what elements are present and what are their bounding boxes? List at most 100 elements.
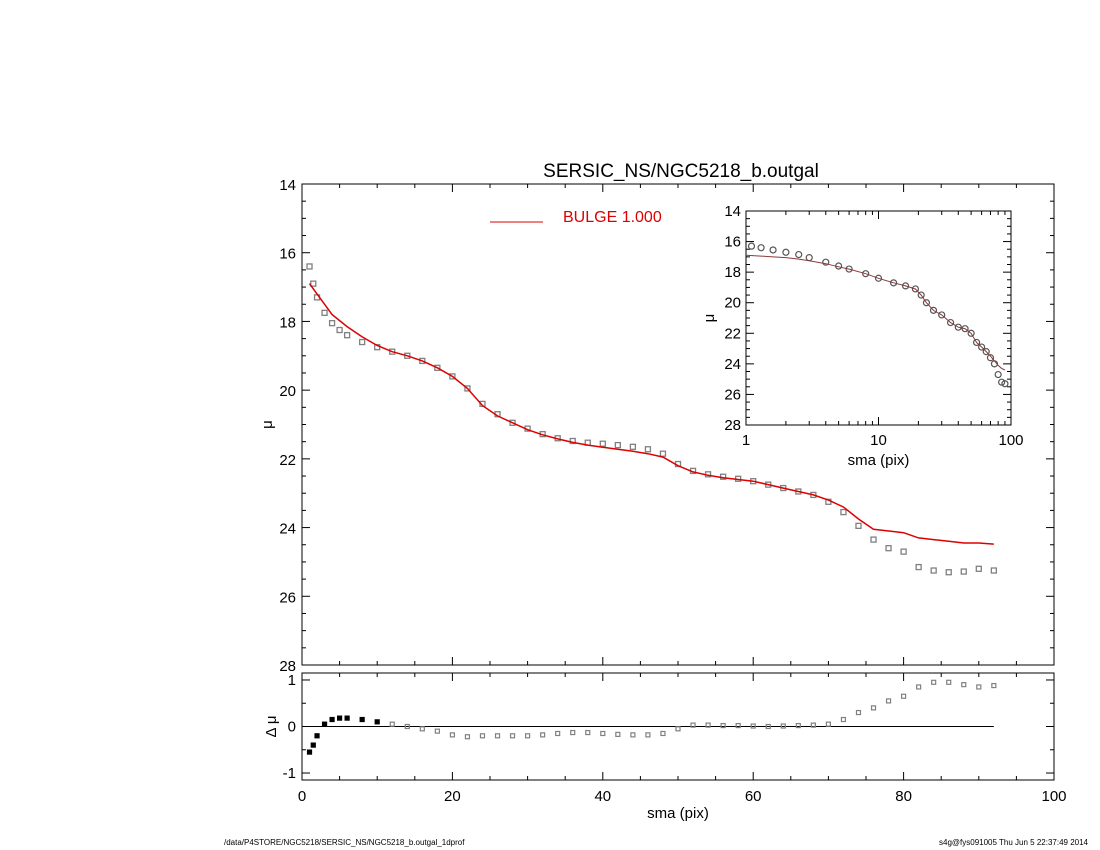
inset-y-tick-label: 28 <box>724 417 741 434</box>
inset-data-point <box>795 250 803 259</box>
residual-data-point <box>310 742 316 748</box>
inset-x-tick-label: 10 <box>870 432 887 449</box>
residual-y-axis-label: Δ μ <box>263 715 280 737</box>
main-y-tick-label: 14 <box>279 177 296 194</box>
main-data-point <box>328 319 336 327</box>
residual-x-tick-label: 0 <box>298 788 306 805</box>
residual-data-point <box>419 726 425 732</box>
inset-data-point <box>986 354 995 362</box>
inset-data-point <box>961 325 969 333</box>
residual-data-point <box>494 733 501 739</box>
inset-plot-frame <box>745 210 1012 426</box>
inset-x-axis-label: sma (pix) <box>848 452 910 469</box>
main-y-tick-label: 18 <box>279 314 296 331</box>
residual-data-point <box>306 749 313 755</box>
main-data-point <box>915 563 922 571</box>
main-data-point <box>900 548 907 555</box>
residual-data-point <box>509 733 516 739</box>
main-data-point <box>306 263 313 270</box>
main-data-point <box>336 326 343 334</box>
main-y-tick-label: 24 <box>279 521 296 538</box>
residual-data-point <box>720 722 726 729</box>
inset-y-tick-label: 22 <box>724 325 741 342</box>
inset-data-point <box>769 246 777 254</box>
residual-data-point <box>585 729 591 736</box>
inset-data-point <box>822 258 830 266</box>
residual-data-point <box>916 684 922 690</box>
residual-data-point <box>337 715 343 721</box>
main-data-point <box>659 450 667 457</box>
legend-label: BULGE 1.000 <box>563 209 662 226</box>
residual-data-point <box>735 722 741 729</box>
inset-data-point <box>917 291 925 299</box>
main-data-point <box>870 536 877 543</box>
residual-data-point <box>690 722 696 728</box>
main-data-point <box>840 508 847 516</box>
residual-data-point <box>524 733 531 739</box>
inset-data-point <box>994 370 1002 379</box>
main-data-point <box>569 437 576 445</box>
inset-y-tick-label: 16 <box>724 234 741 251</box>
main-data-point <box>960 568 967 575</box>
residual-x-tick-label: 20 <box>444 788 461 805</box>
main-data-point <box>975 565 982 572</box>
residual-data-point <box>321 721 328 727</box>
main-data-point <box>343 332 351 339</box>
residual-data-point <box>870 705 877 711</box>
residual-data-point <box>374 719 380 725</box>
main-data-point <box>419 357 426 365</box>
residual-data-point <box>329 716 335 723</box>
inset-data-point <box>982 348 990 356</box>
main-y-tick-label: 16 <box>279 246 296 263</box>
inset-data-point <box>929 306 938 314</box>
residual-data-point <box>855 709 862 716</box>
inset-data-point <box>862 270 870 278</box>
residual-data-point <box>404 723 410 730</box>
residual-data-point <box>630 732 636 738</box>
inset-data-point <box>972 338 981 347</box>
main-data-point <box>321 309 328 316</box>
residual-x-tick-label: 40 <box>594 788 611 805</box>
main-data-point <box>464 385 471 392</box>
inset-data-point <box>901 282 910 290</box>
residual-data-point <box>976 684 982 690</box>
residual-data-point <box>780 723 786 729</box>
main-data-point <box>599 440 606 447</box>
inset-data-point <box>922 299 931 307</box>
residual-data-point <box>931 679 937 685</box>
inset-y-axis-label: μ <box>701 314 718 323</box>
inset-data-point <box>911 285 920 293</box>
footer-stamp: s4g@fys091005 Thu Jun 5 22:37:49 2014 <box>939 838 1088 847</box>
main-data-point <box>855 522 862 530</box>
inset-model-line <box>745 254 1006 371</box>
inset-y-tick-label: 18 <box>724 264 741 281</box>
main-data-point <box>629 443 637 450</box>
main-data-point <box>449 373 456 380</box>
main-y-tick-label: 20 <box>279 383 296 400</box>
inset-x-tick-label: 100 <box>998 432 1023 449</box>
residual-data-point <box>825 721 832 727</box>
residual-data-point <box>900 693 907 699</box>
main-y-tick-label: 22 <box>279 452 296 469</box>
residual-data-point <box>434 728 440 734</box>
residual-data-point <box>705 722 711 728</box>
residual-x-tick-label: 100 <box>1041 788 1066 805</box>
residual-data-point <box>555 730 561 737</box>
inset-data-point <box>782 248 790 256</box>
main-model-line <box>308 283 994 545</box>
residual-x-tick-label: 60 <box>745 788 762 805</box>
inset-y-tick-label: 24 <box>724 356 741 373</box>
residual-data-point <box>344 715 350 721</box>
residual-data-point <box>991 682 997 689</box>
residual-data-point <box>840 716 847 723</box>
residual-x-tick-label: 80 <box>895 788 912 805</box>
main-data-point <box>945 569 952 576</box>
residual-data-point <box>449 732 455 738</box>
residual-data-point <box>389 721 395 727</box>
inset-x-tick-label: 1 <box>742 432 750 449</box>
main-data-point <box>509 419 516 426</box>
inset-y-tick-label: 14 <box>724 203 741 220</box>
residual-data-point <box>464 734 471 740</box>
inset-data-point <box>978 343 986 351</box>
